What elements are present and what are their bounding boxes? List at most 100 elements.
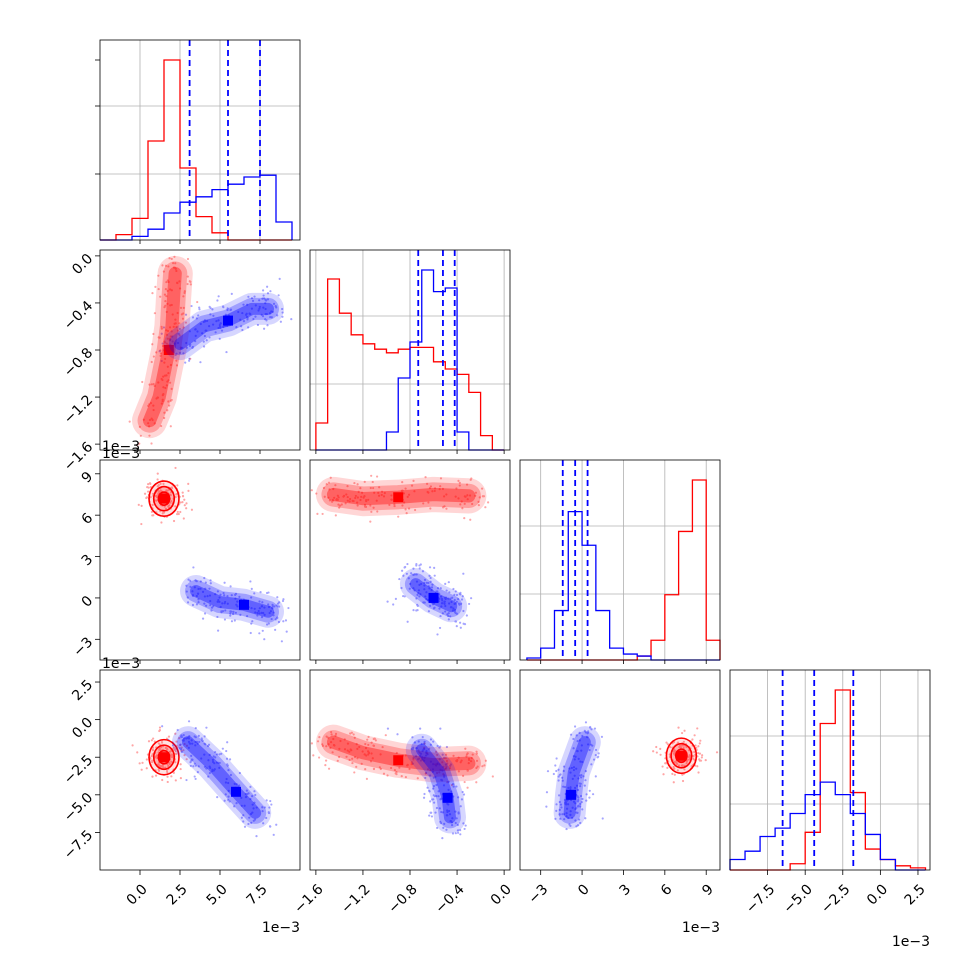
sample-point <box>445 765 448 768</box>
sample-point <box>185 502 188 505</box>
sample-point <box>370 510 373 513</box>
sample-point <box>183 498 186 501</box>
sample-point <box>457 479 460 482</box>
sample-point <box>260 605 263 608</box>
sample-point <box>572 766 576 769</box>
sample-point <box>589 743 593 746</box>
sample-point <box>434 763 437 766</box>
sample-point <box>182 352 185 355</box>
sample-point <box>412 758 415 761</box>
sample-point <box>579 785 582 788</box>
sample-point <box>436 590 439 593</box>
sample-point <box>244 796 248 799</box>
sample-point <box>559 817 562 820</box>
sample-point <box>447 788 450 791</box>
sample-point <box>462 572 465 575</box>
sample-point <box>456 831 460 834</box>
sample-point <box>565 799 569 802</box>
sample-point <box>417 740 420 743</box>
sample-point <box>367 743 370 747</box>
sample-point <box>578 774 582 777</box>
sample-point <box>429 485 433 488</box>
sample-point <box>168 337 171 340</box>
sample-point <box>339 739 342 743</box>
sample-point <box>441 487 445 490</box>
sample-point <box>448 591 451 594</box>
sample-point <box>476 765 479 768</box>
sample-point <box>579 821 582 825</box>
sample-point <box>207 759 210 762</box>
sample-point <box>131 744 134 747</box>
sample-point <box>367 751 371 755</box>
sample-point <box>470 756 473 760</box>
sample-point <box>175 269 178 273</box>
sample-point <box>226 741 229 744</box>
sample-point <box>565 803 568 806</box>
panel-frame <box>99 669 301 871</box>
sample-point <box>676 741 680 744</box>
sample-point <box>172 748 176 751</box>
sample-point <box>166 380 169 383</box>
sample-point <box>160 424 163 428</box>
sample-point <box>178 287 182 290</box>
sample-point <box>579 794 583 798</box>
histogram-step-blue <box>100 174 293 241</box>
sample-point <box>402 574 405 577</box>
sample-point <box>267 603 270 606</box>
sample-point <box>208 771 211 775</box>
sample-point <box>349 748 352 751</box>
sample-point <box>169 754 173 757</box>
sample-point <box>423 748 426 751</box>
sample-point <box>478 496 481 499</box>
sample-point <box>253 295 256 298</box>
sample-point <box>400 586 403 590</box>
sample-point <box>457 811 460 814</box>
sample-point <box>575 734 578 737</box>
sample-point <box>569 810 572 813</box>
sample-point <box>406 764 409 767</box>
sample-point <box>369 504 372 507</box>
sample-point <box>685 762 688 765</box>
sample-point <box>138 762 141 765</box>
sample-point <box>148 383 151 386</box>
sample-point <box>419 727 422 730</box>
sample-point <box>154 774 158 777</box>
sample-point <box>455 593 459 597</box>
sample-point <box>166 780 169 784</box>
sample-point <box>250 622 253 625</box>
sample-point <box>327 481 331 484</box>
sample-point <box>447 618 450 621</box>
sample-point <box>456 823 459 827</box>
sample-point <box>165 489 168 492</box>
sample-point <box>209 306 212 310</box>
sample-point <box>189 742 192 745</box>
sample-point <box>567 816 570 820</box>
sample-point <box>349 497 352 501</box>
sample-point <box>264 299 268 302</box>
sample-point <box>469 760 473 763</box>
sample-point <box>273 605 276 608</box>
sample-point <box>147 422 150 425</box>
panel-frame <box>99 39 301 241</box>
sample-point <box>439 820 442 823</box>
sample-point <box>139 434 142 437</box>
sample-cloud-blue <box>545 721 604 831</box>
sample-point <box>155 397 158 400</box>
sample-point <box>215 320 218 323</box>
sample-point <box>673 760 676 764</box>
sample-point <box>167 280 170 284</box>
sample-point <box>439 614 442 618</box>
sample-point <box>170 760 173 763</box>
sample-point <box>185 778 188 782</box>
sample-point <box>161 378 164 382</box>
sample-point <box>411 748 414 751</box>
sample-point <box>471 753 474 756</box>
sample-point <box>360 491 364 494</box>
sample-point <box>181 501 184 504</box>
sample-point <box>282 598 285 601</box>
sample-point <box>179 346 182 349</box>
sample-point <box>271 310 274 313</box>
sample-point <box>178 737 181 740</box>
sample-point <box>195 594 198 598</box>
sample-point <box>252 807 255 810</box>
